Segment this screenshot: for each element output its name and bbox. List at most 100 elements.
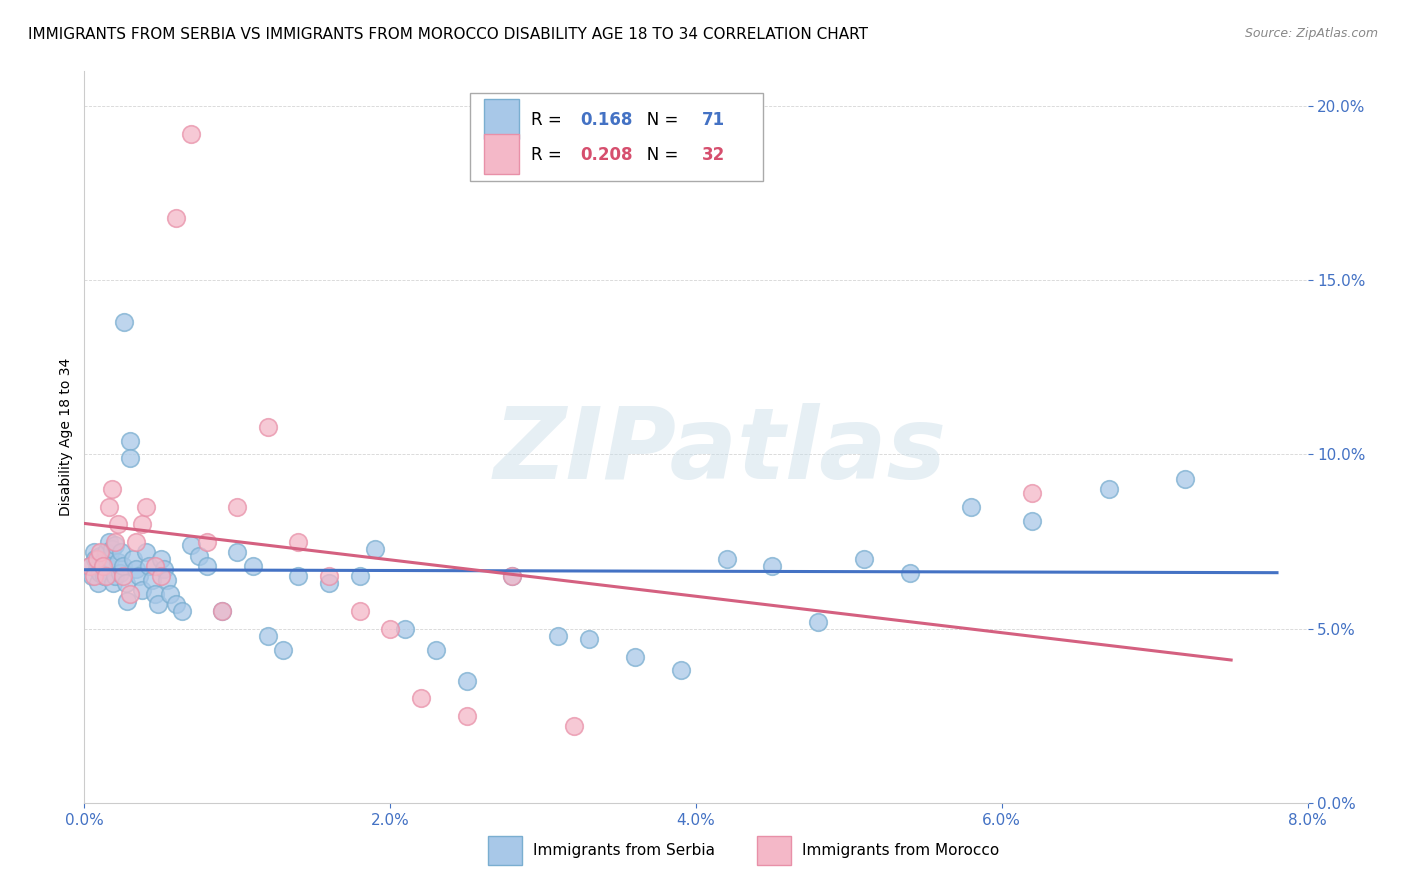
Point bbox=[110, 545, 132, 559]
Point bbox=[87, 576, 110, 591]
Text: Immigrants from Serbia: Immigrants from Serbia bbox=[533, 843, 716, 858]
Point bbox=[853, 552, 876, 566]
Point bbox=[111, 558, 134, 573]
Point bbox=[94, 545, 117, 559]
Point bbox=[287, 534, 309, 549]
Text: IMMIGRANTS FROM SERBIA VS IMMIGRANTS FROM MOROCCO DISABILITY AGE 18 TO 34 CORREL: IMMIGRANTS FROM SERBIA VS IMMIGRANTS FRO… bbox=[28, 27, 868, 42]
Point bbox=[211, 604, 233, 618]
Point bbox=[97, 500, 120, 514]
Point bbox=[131, 517, 153, 532]
Text: 0.208: 0.208 bbox=[579, 145, 633, 164]
Point bbox=[195, 534, 218, 549]
Point bbox=[180, 538, 202, 552]
Point bbox=[318, 569, 340, 583]
Point bbox=[898, 566, 921, 580]
Point bbox=[156, 573, 179, 587]
Point bbox=[125, 534, 148, 549]
Point bbox=[97, 534, 120, 549]
Point bbox=[86, 562, 108, 576]
FancyBboxPatch shape bbox=[758, 836, 792, 865]
FancyBboxPatch shape bbox=[488, 836, 522, 865]
Point bbox=[138, 558, 160, 573]
Point bbox=[1021, 485, 1043, 500]
Point bbox=[172, 604, 194, 618]
Point bbox=[135, 500, 157, 514]
Point bbox=[149, 569, 172, 583]
Point bbox=[226, 545, 249, 559]
Y-axis label: Disability Age 18 to 34: Disability Age 18 to 34 bbox=[59, 358, 73, 516]
Point bbox=[271, 642, 294, 657]
Point bbox=[101, 541, 124, 556]
Point bbox=[143, 587, 166, 601]
Point bbox=[394, 622, 416, 636]
Point bbox=[146, 597, 169, 611]
Text: N =: N = bbox=[631, 145, 683, 164]
Point bbox=[1021, 514, 1043, 528]
Point bbox=[287, 569, 309, 583]
FancyBboxPatch shape bbox=[470, 94, 763, 181]
Point bbox=[180, 127, 202, 141]
Text: R =: R = bbox=[531, 145, 567, 164]
Point bbox=[1098, 483, 1121, 497]
Point bbox=[104, 538, 127, 552]
Point bbox=[104, 569, 127, 583]
Point bbox=[80, 569, 103, 583]
Point bbox=[1174, 472, 1197, 486]
Point bbox=[380, 622, 402, 636]
Point bbox=[111, 569, 134, 583]
Point bbox=[83, 545, 105, 559]
Point bbox=[96, 558, 118, 573]
Point bbox=[101, 483, 124, 497]
Point bbox=[188, 549, 211, 563]
Point bbox=[93, 569, 115, 583]
FancyBboxPatch shape bbox=[484, 134, 519, 174]
Point bbox=[112, 315, 135, 329]
Text: 71: 71 bbox=[702, 112, 725, 129]
Point bbox=[761, 558, 783, 573]
Point bbox=[349, 569, 371, 583]
Point bbox=[562, 719, 585, 733]
Point bbox=[624, 649, 647, 664]
Point bbox=[578, 632, 600, 646]
Point bbox=[960, 500, 983, 514]
Point bbox=[349, 604, 371, 618]
Point bbox=[107, 517, 129, 532]
Point bbox=[153, 562, 176, 576]
Point bbox=[120, 450, 142, 465]
Point bbox=[98, 552, 121, 566]
Point bbox=[104, 534, 127, 549]
Point bbox=[89, 545, 111, 559]
Point bbox=[318, 576, 340, 591]
Point bbox=[135, 545, 157, 559]
Text: 0.168: 0.168 bbox=[579, 112, 633, 129]
Point bbox=[456, 673, 478, 688]
Point bbox=[425, 642, 447, 657]
Point bbox=[120, 587, 142, 601]
Point bbox=[165, 597, 187, 611]
Point bbox=[364, 541, 387, 556]
Point bbox=[257, 419, 280, 434]
Point bbox=[115, 594, 138, 608]
Point bbox=[669, 664, 692, 678]
Point bbox=[149, 552, 172, 566]
Point bbox=[195, 558, 218, 573]
Point bbox=[120, 434, 142, 448]
Point bbox=[502, 569, 524, 583]
FancyBboxPatch shape bbox=[484, 99, 519, 139]
Point bbox=[86, 552, 108, 566]
Point bbox=[108, 566, 131, 580]
Point bbox=[502, 569, 524, 583]
Point bbox=[409, 691, 432, 706]
Point bbox=[114, 576, 136, 591]
Point bbox=[226, 500, 249, 514]
Text: Source: ZipAtlas.com: Source: ZipAtlas.com bbox=[1244, 27, 1378, 40]
Point bbox=[89, 566, 111, 580]
Point bbox=[547, 629, 569, 643]
Point bbox=[94, 569, 117, 583]
Point bbox=[807, 615, 830, 629]
Point bbox=[211, 604, 233, 618]
Point bbox=[165, 211, 187, 225]
Text: N =: N = bbox=[631, 112, 683, 129]
Point bbox=[84, 552, 107, 566]
Point bbox=[131, 583, 153, 598]
